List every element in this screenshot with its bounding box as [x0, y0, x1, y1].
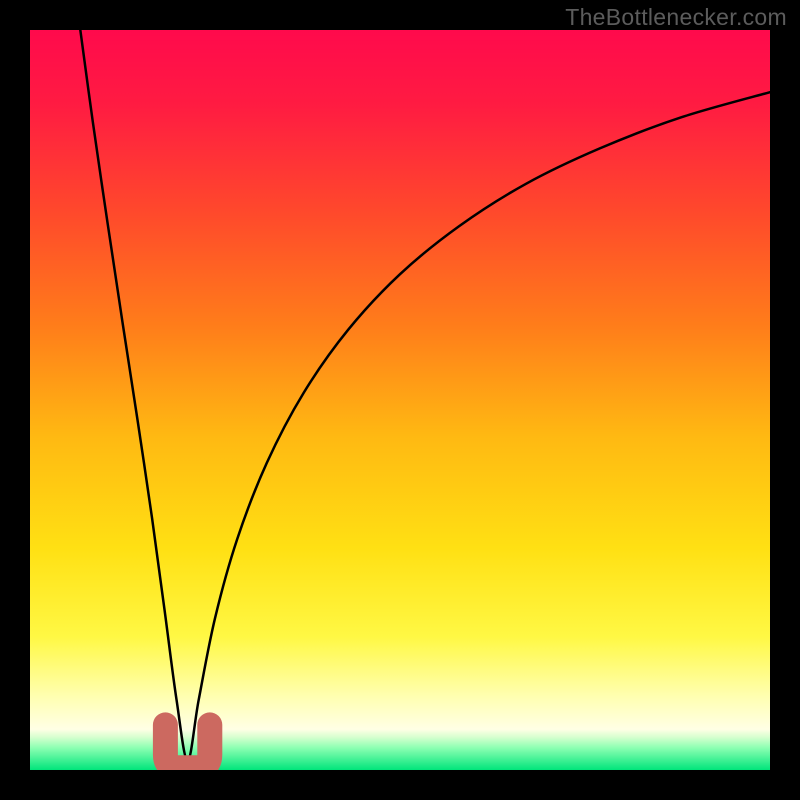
chart-frame	[30, 30, 770, 770]
heat-gradient-background	[30, 30, 770, 770]
watermark-text: TheBottlenecker.com	[565, 4, 787, 31]
